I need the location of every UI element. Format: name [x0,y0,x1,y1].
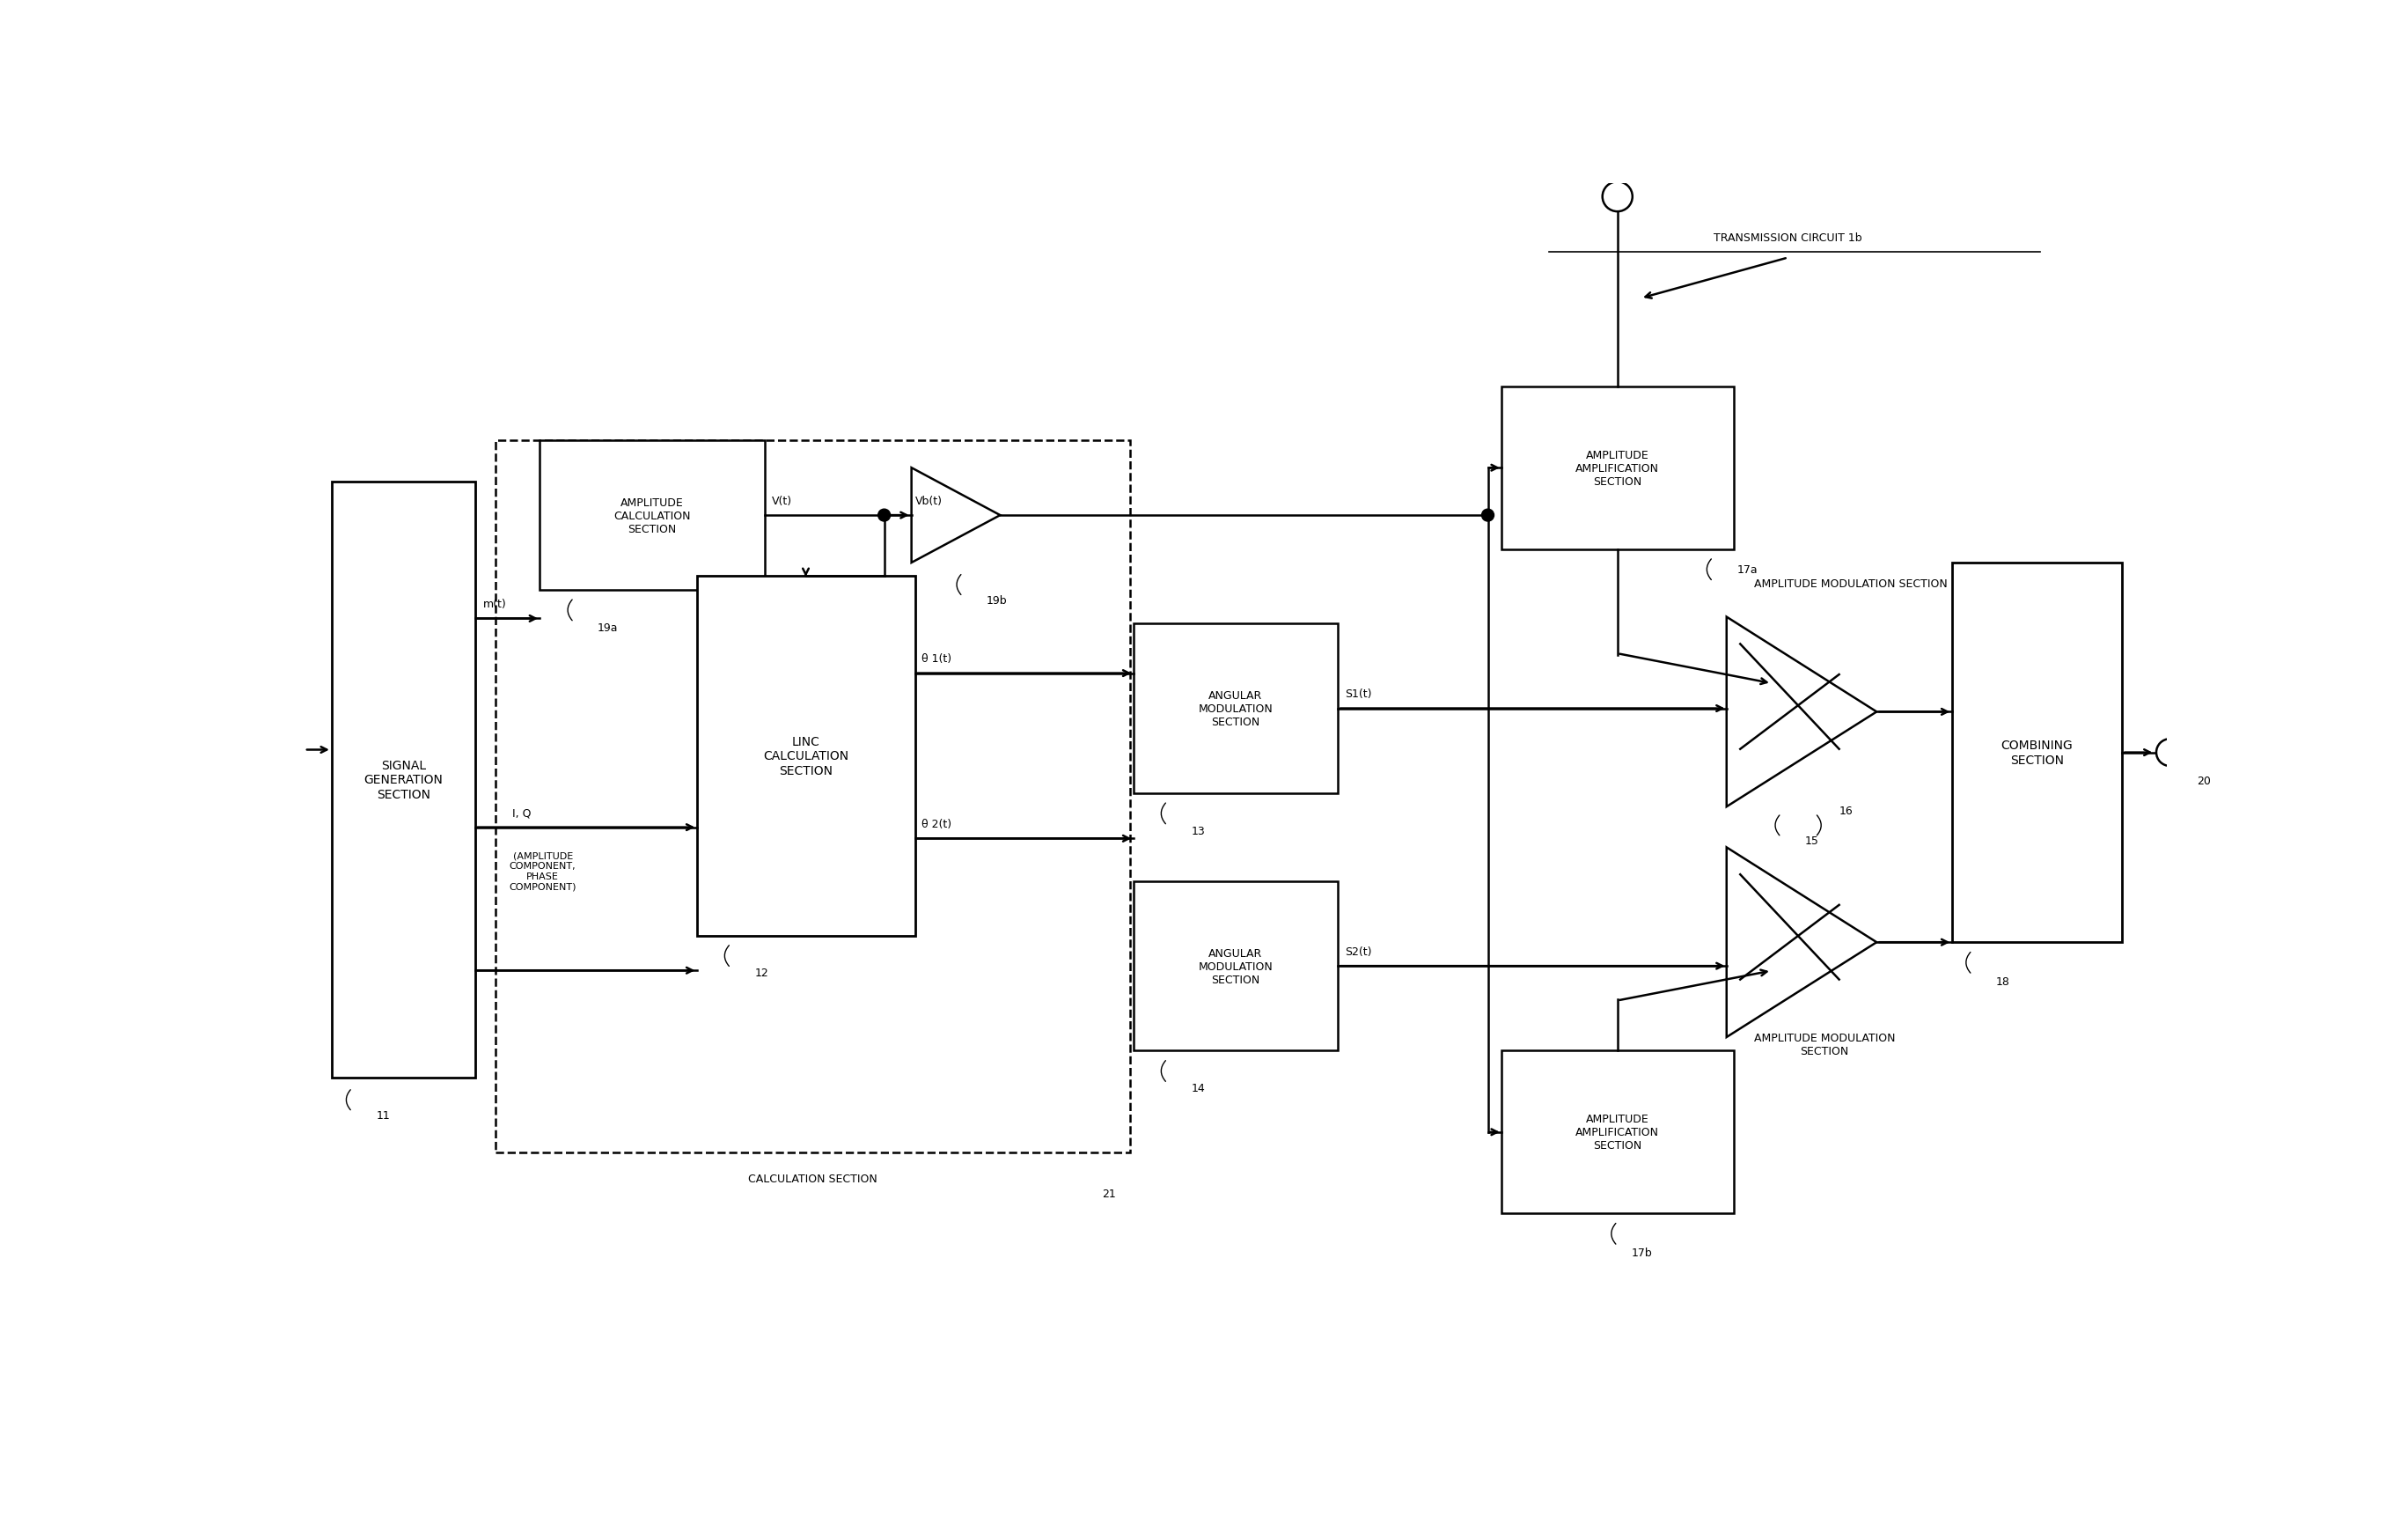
Bar [1134,625,1339,793]
Bar [1950,563,2121,943]
Text: 19b: 19b [987,594,1007,606]
Text: 12: 12 [754,968,768,978]
Bar [539,441,766,591]
Text: 11: 11 [376,1110,390,1121]
Circle shape [2155,739,2184,767]
Text: 17b: 17b [1630,1248,1652,1258]
Bar [1503,1050,1734,1214]
Text: TRANSMISSION CIRCUIT 1b: TRANSMISSION CIRCUIT 1b [1714,233,1861,243]
Polygon shape [1727,848,1876,1038]
Text: 21: 21 [1103,1188,1117,1199]
Text: θ 1(t): θ 1(t) [922,654,951,664]
Text: m(t): m(t) [484,599,506,609]
Polygon shape [913,468,999,563]
Text: AMPLITUDE MODULATION
SECTION: AMPLITUDE MODULATION SECTION [1753,1032,1895,1056]
Text: AMPLITUDE MODULATION SECTION: AMPLITUDE MODULATION SECTION [1753,577,1948,589]
Text: I, Q: I, Q [513,807,532,819]
Text: S1(t): S1(t) [1344,687,1373,700]
Text: LINC
CALCULATION
SECTION: LINC CALCULATION SECTION [763,736,848,776]
Text: AMPLITUDE
AMPLIFICATION
SECTION: AMPLITUDE AMPLIFICATION SECTION [1575,450,1659,487]
Circle shape [1481,510,1493,522]
Text: 16: 16 [1840,805,1854,816]
Text: ANGULAR
MODULATION
SECTION: ANGULAR MODULATION SECTION [1199,690,1274,727]
Text: CALCULATION SECTION: CALCULATION SECTION [749,1173,877,1183]
Text: 18: 18 [1996,977,2011,987]
Bar [496,441,1129,1153]
Text: 20: 20 [2196,776,2211,787]
Bar [696,577,915,935]
Bar [1503,387,1734,550]
Text: 14: 14 [1192,1082,1204,1095]
Text: ANGULAR
MODULATION
SECTION: ANGULAR MODULATION SECTION [1199,948,1274,984]
Text: (AMPLITUDE
COMPONENT,
PHASE
COMPONENT): (AMPLITUDE COMPONENT, PHASE COMPONENT) [508,851,576,891]
Text: S2(t): S2(t) [1344,946,1373,957]
Text: AMPLITUDE
CALCULATION
SECTION: AMPLITUDE CALCULATION SECTION [614,496,691,534]
Text: Vb(t): Vb(t) [915,495,942,507]
Text: 15: 15 [1806,836,1818,847]
Circle shape [1601,182,1633,213]
Text: 19a: 19a [597,622,619,634]
Bar [332,482,474,1078]
Text: COMBINING
SECTION: COMBINING SECTION [2001,739,2073,766]
Polygon shape [1727,617,1876,807]
Text: AMPLITUDE
AMPLIFICATION
SECTION: AMPLITUDE AMPLIFICATION SECTION [1575,1113,1659,1151]
Bar [1134,882,1339,1050]
Text: SIGNAL
GENERATION
SECTION: SIGNAL GENERATION SECTION [364,759,443,801]
Circle shape [879,510,891,522]
Text: V(t): V(t) [771,495,792,507]
Text: θ 2(t): θ 2(t) [922,818,951,830]
Text: 17a: 17a [1736,565,1758,576]
Text: 13: 13 [1192,825,1204,836]
